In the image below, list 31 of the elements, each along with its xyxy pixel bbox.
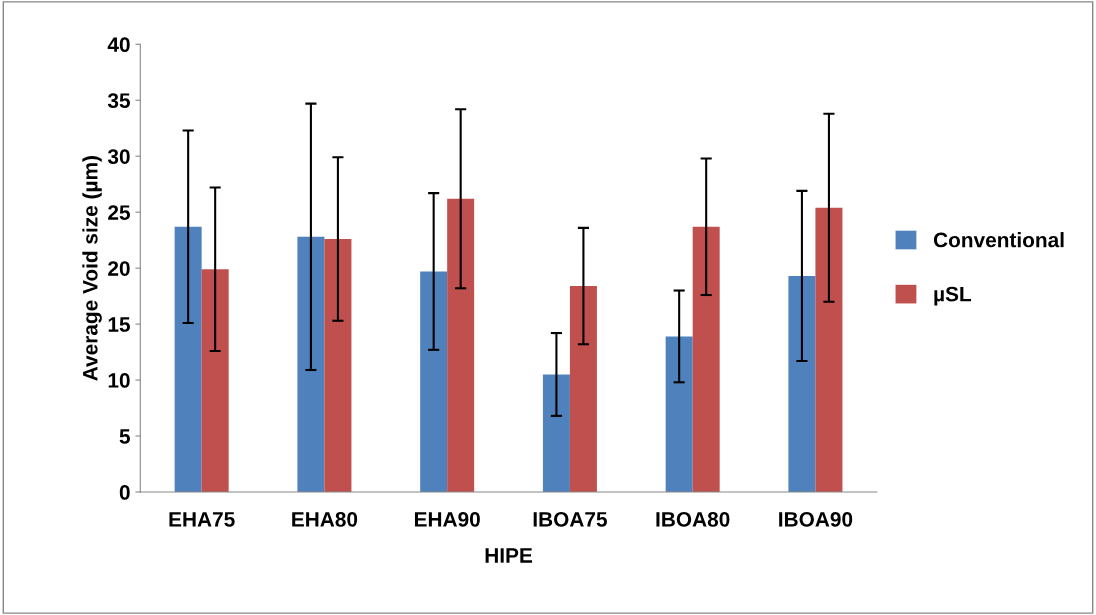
y-tick-label: 25	[108, 205, 130, 220]
bar	[815, 207, 843, 492]
bar	[665, 336, 693, 492]
bar	[542, 374, 570, 492]
y-tick-label: 0	[119, 485, 130, 500]
y-tick-label: 5	[119, 429, 130, 444]
y-tick-label: 15	[108, 317, 130, 332]
y-tick-label: 40	[107, 37, 130, 53]
bar	[420, 271, 448, 492]
bar	[788, 275, 816, 492]
bar	[297, 236, 325, 492]
x-tick-label: EHA80	[292, 511, 358, 527]
x-tick-label: IBOA80	[656, 511, 730, 527]
y-tick-label: 30	[107, 149, 130, 164]
y-tick-label: 35	[107, 93, 130, 109]
bar	[569, 286, 597, 492]
bar	[174, 226, 202, 492]
bar	[447, 198, 475, 492]
x-axis-title: HIPE	[485, 548, 533, 563]
x-tick-label: EHA90	[414, 511, 480, 527]
x-tick-label: EHA75	[169, 512, 235, 527]
x-tick-label: IBOA75	[533, 511, 607, 527]
y-tick-label: 20	[108, 261, 130, 276]
x-tick-label: IBOA90	[779, 511, 853, 527]
bar	[324, 239, 352, 492]
legend-label: Conventional	[933, 232, 1064, 248]
bar	[692, 226, 720, 492]
y-tick-label: 10	[108, 373, 130, 388]
y-axis-title: Average Void size (µm)	[82, 156, 102, 381]
bar	[201, 269, 229, 492]
legend-label: µSL	[934, 286, 972, 306]
